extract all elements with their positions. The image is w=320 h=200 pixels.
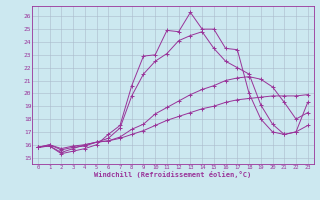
X-axis label: Windchill (Refroidissement éolien,°C): Windchill (Refroidissement éolien,°C) (94, 171, 252, 178)
